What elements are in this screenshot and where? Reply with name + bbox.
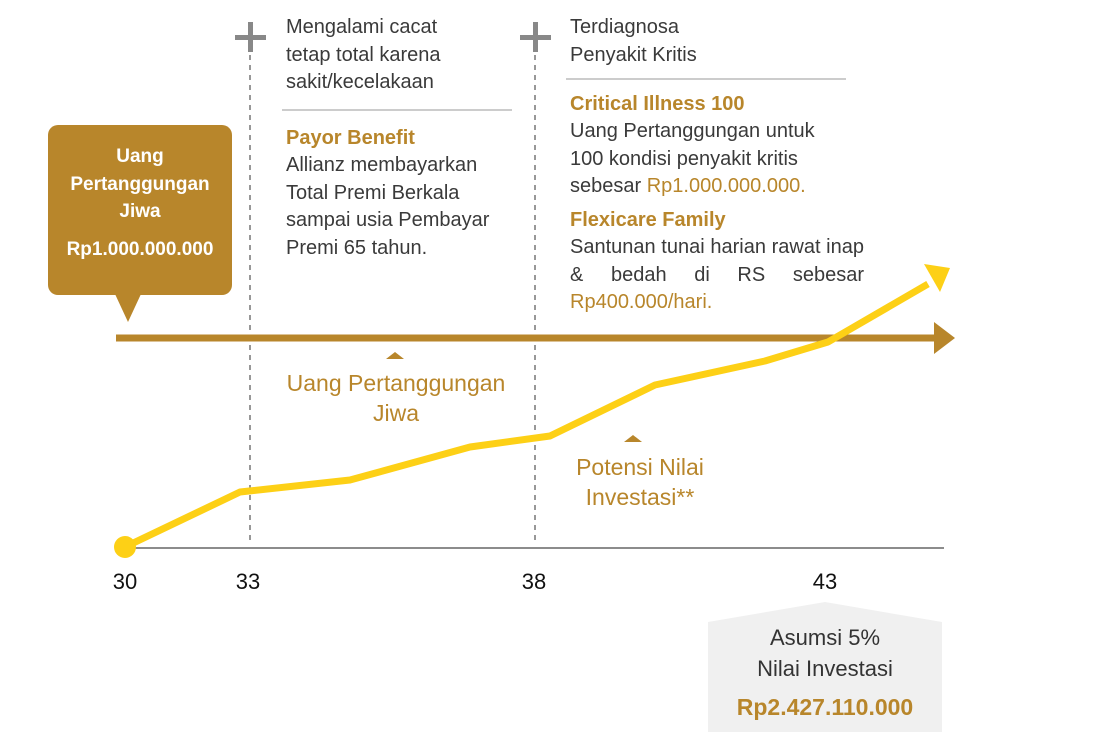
investment-line <box>123 280 930 551</box>
plus-icon <box>235 22 266 52</box>
payor-benefit-title: Payor Benefit <box>286 127 415 149</box>
pointer-triangle <box>386 352 404 359</box>
event-title-disability: Mengalami cacat tetap total karena sakit… <box>286 16 441 93</box>
critical-illness-title: Critical Illness 100 <box>570 93 745 115</box>
tick-label: 33 <box>235 569 261 594</box>
sum-assured-arrowhead <box>934 322 955 354</box>
sum-assured-label: Uang Pertanggungan Jiwa <box>286 370 506 426</box>
critical-illness-amount: Rp1.000.000.000. <box>646 175 806 197</box>
critical-illness-desc: Uang Pertanggungan untuk 100 kondisi pen… <box>570 118 850 201</box>
investment-arrowhead <box>924 264 950 292</box>
tick-label: 38 <box>521 569 547 594</box>
sum-assured-callout: Uang Pertanggungan Jiwa Rp1.000.000.000 <box>48 125 232 295</box>
flexicare-desc-text: Santunan tunai harian rawat inap & bedah… <box>570 236 864 286</box>
assumption-line2: Nilai Investasi <box>757 656 893 681</box>
flexicare-amount: Rp400.000/hari. <box>570 291 713 313</box>
tick-label: 30 <box>112 569 138 594</box>
investment-label: Potensi Nilai Investasi** <box>576 454 704 510</box>
event-title-critical: Terdiagnosa Penyakit Kritis <box>570 16 697 66</box>
plus-icon <box>520 22 551 52</box>
critical-illness-desc-text: Uang Pertanggungan untuk 100 kondisi pen… <box>570 120 815 197</box>
start-point <box>114 536 136 558</box>
flexicare-desc: Santunan tunai harian rawat inap & bedah… <box>570 234 864 317</box>
callout-tail <box>115 294 141 322</box>
pointer-triangle <box>624 435 642 442</box>
callout-amount: Rp1.000.000.000 <box>66 239 214 260</box>
assumption-box <box>708 602 942 732</box>
assumption-line1: Asumsi 5% <box>769 625 881 650</box>
assumption-amount: Rp2.427.110.000 <box>736 694 914 720</box>
assumption-text: Asumsi 5% Nilai Investasi <box>708 622 942 684</box>
payor-benefit-desc: Allianz membayarkan Total Premi Berkala … <box>286 154 490 259</box>
flexicare-title: Flexicare Family <box>570 209 726 231</box>
callout-title: Uang Pertanggungan Jiwa <box>70 146 210 222</box>
tick-label: 43 <box>812 569 838 594</box>
